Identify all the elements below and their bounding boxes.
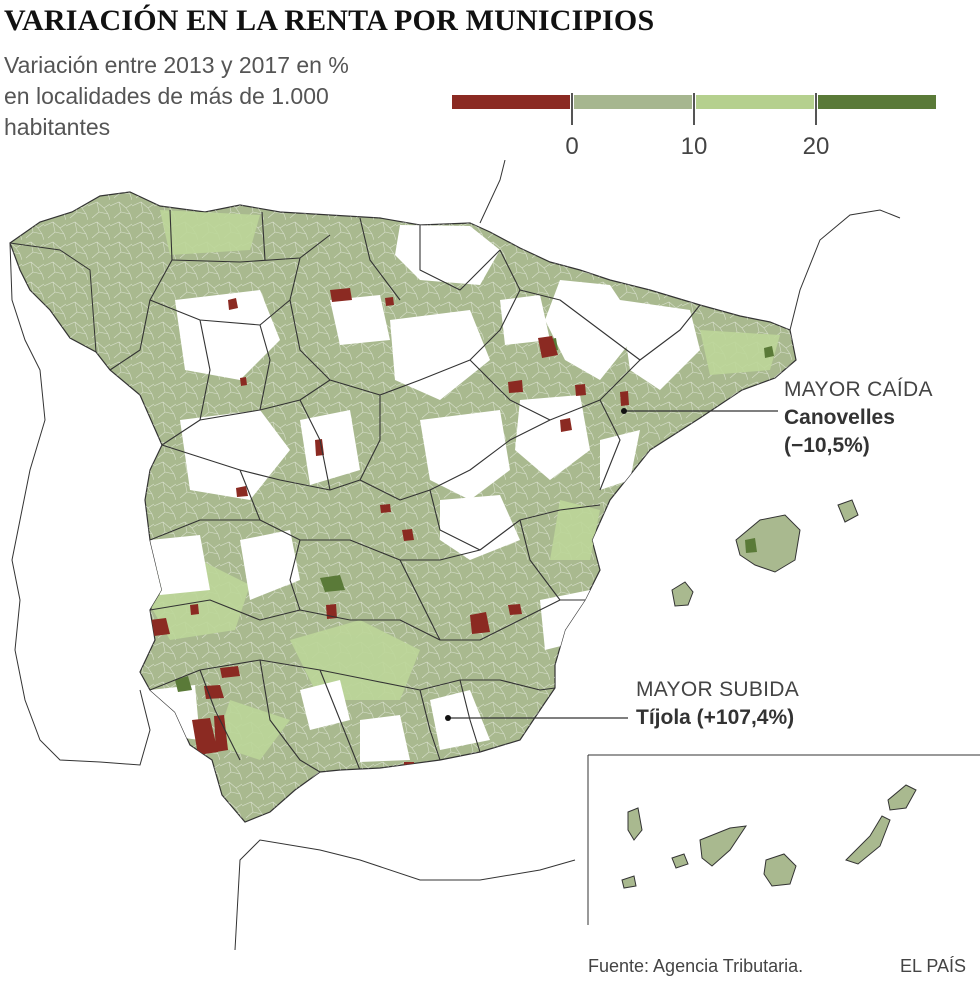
publisher-brand: EL PAÍS <box>900 956 967 976</box>
color-legend: 0 10 20 <box>452 93 942 173</box>
map-title: VARIACIÓN EN LA RENTA POR MUNICIPIOS <box>4 4 655 37</box>
callout-value: (−10,5%) <box>784 434 870 457</box>
balearic-islands <box>671 499 859 607</box>
callout-heading: MAYOR CAÍDA <box>784 378 933 401</box>
callout-municipality: Tíjola (+107,4%) <box>636 706 795 729</box>
source-note: Fuente: Agencia Tributaria. <box>588 956 804 976</box>
legend-tick-mark <box>571 93 573 125</box>
legend-tick-mark <box>815 93 817 125</box>
legend-tick-mark <box>693 93 695 125</box>
legend-tick-label: 0 <box>565 133 579 160</box>
legend-bin-0-10 <box>574 95 692 109</box>
spain-municipal-map <box>9 160 980 950</box>
callout-leaders <box>445 408 778 721</box>
callout-heading: MAYOR SUBIDA <box>636 678 800 701</box>
map-subtitle: Variación entre 2013 y 2017 en % en loca… <box>4 52 349 140</box>
legend-tick-label: 10 <box>680 133 708 160</box>
legend-bin-20-plus <box>818 95 936 109</box>
legend-bin-10-20 <box>696 95 814 109</box>
coastline-context <box>9 160 901 950</box>
canary-islands-inset <box>587 754 980 925</box>
peninsula <box>9 191 797 823</box>
legend-tick-label: 20 <box>802 133 830 160</box>
legend-bin-negative <box>452 95 570 109</box>
callout-max-drop: MAYOR CAÍDA Canovelles (−10,5%) <box>784 376 933 460</box>
callout-max-rise: MAYOR SUBIDA Tíjola (+107,4%) <box>636 676 799 732</box>
callout-municipality: Canovelles <box>784 406 895 429</box>
